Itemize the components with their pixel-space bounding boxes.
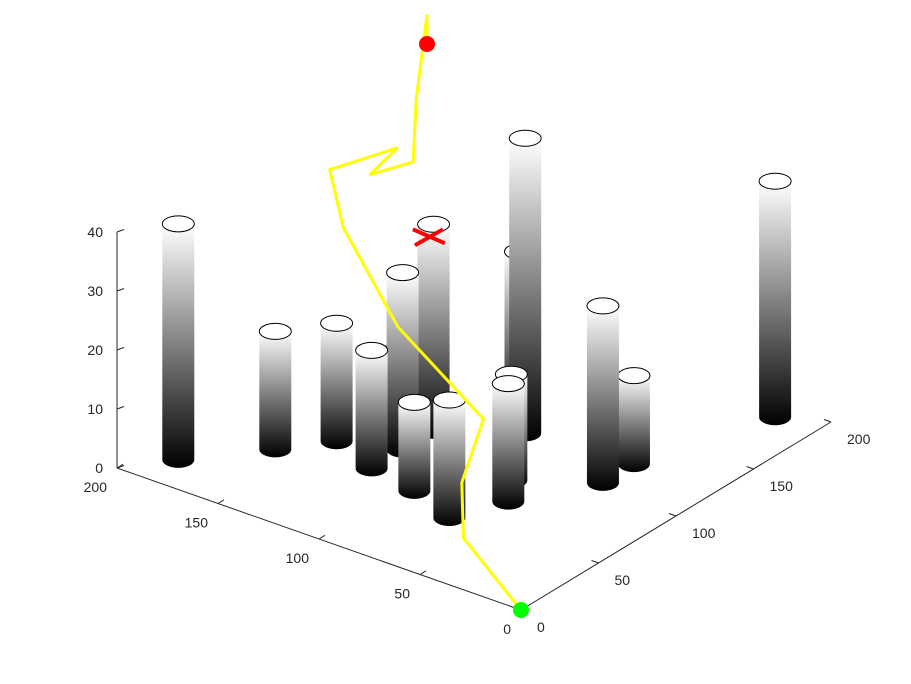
path-group (327, 14, 529, 618)
obstacle-body (492, 383, 525, 510)
obstacle-top (386, 264, 420, 282)
obstacle-cylinder (355, 341, 389, 477)
x-tick-label: 200 (847, 431, 871, 447)
x-tick-label: 100 (692, 525, 716, 541)
obstacle-top (355, 341, 389, 359)
obstacle-body (162, 223, 195, 468)
x-tick-label: 0 (537, 619, 545, 635)
obstacle-cylinder (161, 215, 195, 468)
obstacle-body (586, 305, 619, 491)
z-tick-label: 40 (87, 224, 103, 240)
x-tick-mark (668, 513, 677, 517)
z-tick-mark (116, 465, 125, 469)
x-tick-mark (823, 419, 832, 423)
crash-marker (412, 227, 446, 248)
z-tick-label: 20 (87, 342, 103, 358)
z-tick-label: 30 (87, 283, 103, 299)
goal-point (419, 36, 435, 52)
z-tick-mark (116, 229, 125, 233)
obstacle-top (258, 322, 292, 340)
obstacle-top (758, 172, 792, 190)
x-tick-mark (746, 466, 754, 470)
obstacle-cylinder (320, 314, 354, 450)
crash-marker-stroke (413, 227, 444, 248)
obstacle-cylinder (617, 367, 651, 473)
z-tick-label: 10 (87, 401, 103, 417)
obstacle-top (617, 367, 651, 385)
y-tick-label: 0 (503, 621, 511, 637)
obstacle-body (417, 224, 450, 439)
obstacle-top (161, 215, 195, 233)
obstacles-group (161, 129, 792, 526)
z-tick-mark (116, 347, 125, 351)
obstacle-top (508, 129, 542, 147)
x-tick-mark (591, 560, 599, 564)
obstacle-body (617, 375, 650, 473)
z-tick-label: 0 (95, 460, 103, 476)
obstacle-top (320, 314, 354, 332)
obstacle-body (259, 331, 292, 458)
start-point (513, 602, 529, 618)
tick-labels-group: 0 50 100 150 200 0 50 100 150 200 0 10 20 30 40 (84, 224, 871, 637)
y-tick-label: 100 (286, 550, 310, 566)
obstacle-cylinder (586, 297, 620, 491)
obstacle-cylinder (508, 129, 542, 442)
y-tick-label: 200 (84, 479, 108, 495)
obstacle-body (509, 138, 542, 442)
flight-path-line (327, 14, 523, 611)
obstacle-top (586, 297, 620, 315)
y-tick-label: 50 (394, 586, 410, 602)
obstacle-top (417, 215, 451, 233)
obstacle-cylinder (758, 172, 792, 426)
y-tick-mark (318, 534, 326, 540)
y-tick-label: 150 (185, 515, 209, 531)
obstacle-top (491, 375, 525, 393)
obstacle-cylinder (397, 393, 431, 499)
z-tick-mark (116, 288, 125, 292)
obstacle-body (433, 400, 466, 526)
obstacle-top (397, 393, 431, 411)
x-tick-label: 150 (770, 478, 794, 494)
obstacle-body (398, 402, 431, 499)
y-tick-mark (419, 570, 427, 575)
x-tick-label: 50 (615, 572, 631, 588)
y-tick-mark (217, 499, 225, 504)
obstacle-body (355, 350, 388, 477)
obstacle-body (759, 181, 792, 426)
z-tick-mark (116, 406, 125, 410)
obstacle-cylinder (258, 322, 292, 458)
obstacle-body (320, 323, 353, 450)
axes-group (116, 229, 832, 611)
obstacle-cylinder (491, 375, 525, 510)
obstacle-cylinder (432, 391, 466, 526)
